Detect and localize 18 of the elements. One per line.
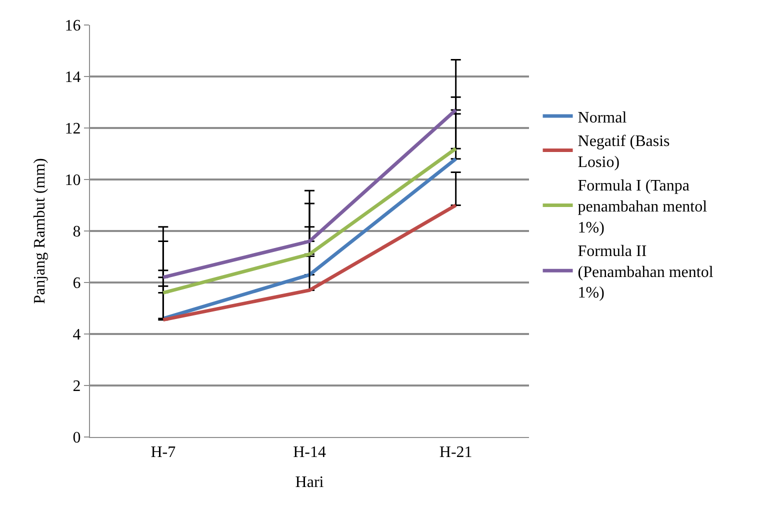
x-axis-title: Hari xyxy=(295,474,324,491)
y-tick-label: 8 xyxy=(72,224,81,241)
y-tick-label: 0 xyxy=(72,430,81,447)
legend-label: Formula II (Penambahan mentol 1%) xyxy=(578,243,714,302)
legend-label: Formula I (Tanpa penambahan mentol 1%) xyxy=(578,178,708,236)
y-tick-label: 6 xyxy=(72,275,81,292)
legend-label: Negatif (Basis Losio) xyxy=(578,133,670,171)
x-tick-label: H-7 xyxy=(150,444,176,462)
x-tick-label: H-21 xyxy=(439,444,472,462)
y-axis-title: Panjang Rambut (mm) xyxy=(32,158,49,304)
y-tick-label: 16 xyxy=(64,18,81,35)
y-tick-label: 2 xyxy=(72,378,81,396)
y-tick-label: 14 xyxy=(64,69,81,86)
y-tick-label: 12 xyxy=(64,120,81,138)
x-tick-label: H-14 xyxy=(293,444,326,462)
y-tick-label: 10 xyxy=(64,172,81,190)
legend-label: Normal xyxy=(578,109,628,126)
y-tick-label: 4 xyxy=(72,326,81,344)
